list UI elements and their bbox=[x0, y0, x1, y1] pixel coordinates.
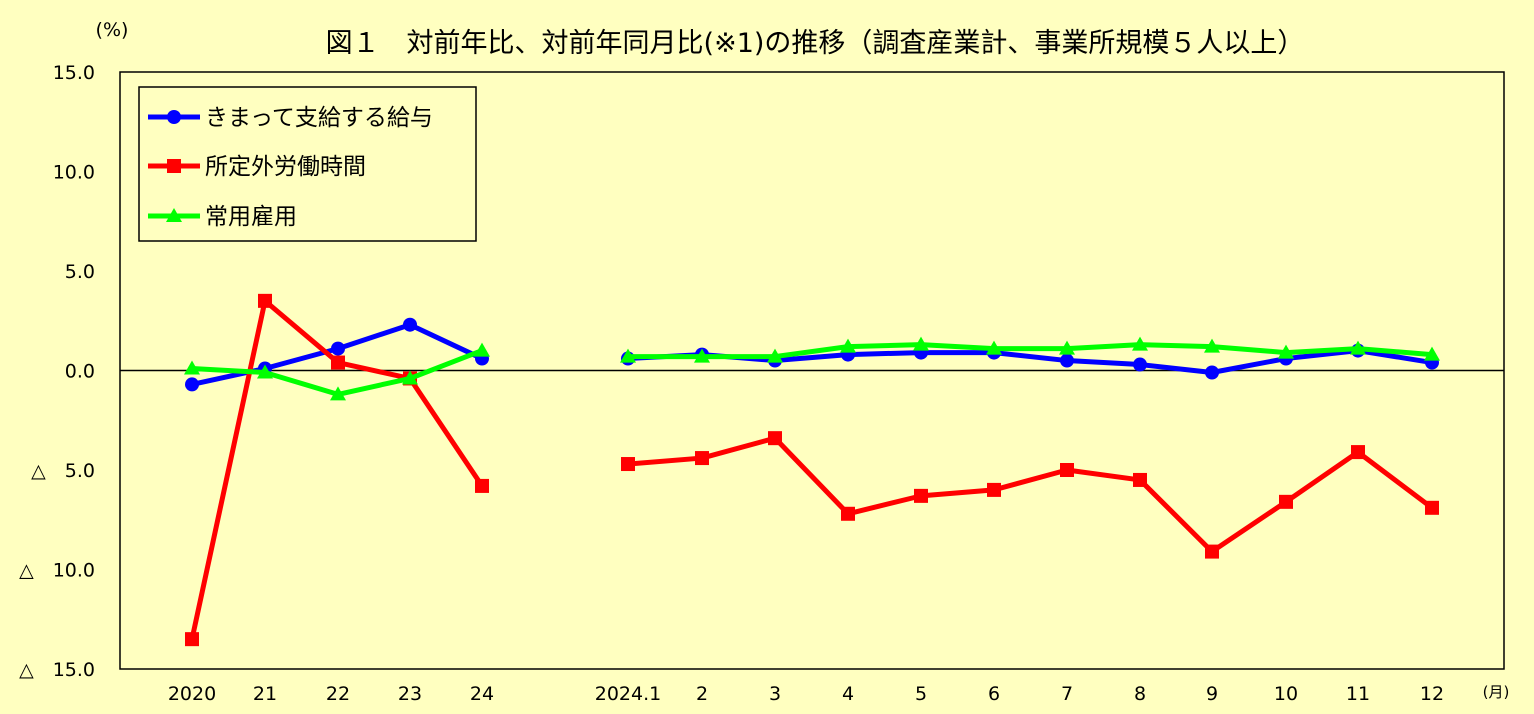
data-point bbox=[767, 348, 783, 363]
data-point bbox=[1205, 544, 1219, 559]
data-point bbox=[1133, 357, 1147, 372]
legend-label-joyo: 常用雇用 bbox=[205, 204, 297, 230]
x-tick-label: 8 bbox=[1134, 683, 1146, 705]
data-point bbox=[986, 340, 1002, 355]
x-tick-label: 11 bbox=[1346, 683, 1370, 705]
legend-label-kimatte: きまって支給する給与 bbox=[205, 105, 433, 131]
data-point bbox=[258, 293, 272, 308]
x-tick-label: 2020 bbox=[168, 683, 216, 705]
series-line bbox=[628, 342, 1433, 360]
y-tick-label: 5.0 bbox=[65, 261, 95, 283]
data-point bbox=[185, 377, 199, 392]
data-point bbox=[474, 342, 490, 357]
data-point bbox=[987, 482, 1001, 497]
data-point bbox=[1351, 445, 1365, 460]
data-point bbox=[694, 348, 710, 363]
data-point bbox=[185, 632, 199, 647]
x-axis-unit: (月) bbox=[1483, 683, 1510, 701]
x-tick-label: 10 bbox=[1274, 683, 1298, 705]
y-axis-unit: (%) bbox=[96, 19, 129, 41]
legend-label-shoteigai: 所定外労働時間 bbox=[205, 154, 366, 180]
y-tick-label: △ 5.0 bbox=[31, 460, 95, 482]
x-tick-label: 5 bbox=[915, 683, 927, 705]
data-point bbox=[1060, 353, 1074, 368]
x-tick-label: 4 bbox=[842, 683, 854, 705]
x-tick-label: 24 bbox=[470, 683, 494, 705]
y-tick-label: 0.0 bbox=[65, 361, 95, 383]
x-tick-label: 2 bbox=[696, 683, 708, 705]
x-tick-label: 12 bbox=[1420, 683, 1444, 705]
data-point bbox=[184, 360, 200, 375]
y-tick-label: △ 15.0 bbox=[19, 659, 95, 681]
legend: きまって支給する給与 所定外労働時間 常用雇用 bbox=[138, 86, 477, 242]
x-tick-label: 21 bbox=[253, 683, 277, 705]
y-tick-labels: 15.0 10.0 5.0 0.0 △ 5.0 △ 10.0 △ 15.0 bbox=[19, 62, 95, 681]
data-point bbox=[331, 355, 345, 370]
data-point bbox=[475, 478, 489, 493]
data-point bbox=[1204, 338, 1220, 353]
x-tick-label: 22 bbox=[326, 683, 350, 705]
data-point bbox=[1133, 472, 1147, 487]
x-tick-label: 9 bbox=[1206, 683, 1218, 705]
data-point bbox=[621, 457, 635, 472]
series-2 bbox=[184, 336, 1440, 401]
y-tick-label: 10.0 bbox=[53, 162, 95, 184]
data-point bbox=[1205, 365, 1219, 380]
data-point bbox=[1424, 346, 1440, 361]
data-point bbox=[1059, 340, 1075, 355]
data-point bbox=[257, 364, 273, 379]
legend-marker-shoteigai bbox=[167, 159, 181, 173]
data-point bbox=[695, 451, 709, 466]
data-point bbox=[840, 338, 856, 353]
legend-marker-kimatte bbox=[167, 110, 181, 124]
x-tick-labels: 2020 21 22 23 24 2024.1 2 3 4 5 6 7 8 9 10 11 12 bbox=[168, 683, 1444, 705]
data-point bbox=[330, 386, 346, 401]
data-point bbox=[1278, 344, 1294, 359]
series-line bbox=[627, 348, 1433, 375]
data-point bbox=[1425, 500, 1439, 515]
y-tick-label: △ 10.0 bbox=[19, 560, 95, 582]
x-tick-label: 23 bbox=[398, 683, 422, 705]
series-0 bbox=[185, 317, 1439, 392]
data-point bbox=[1279, 494, 1293, 509]
data-point bbox=[1350, 340, 1366, 355]
data-point bbox=[403, 317, 417, 332]
data-point bbox=[768, 431, 782, 446]
data-point bbox=[841, 506, 855, 521]
series-1 bbox=[185, 293, 1439, 647]
legend-marker-joyo bbox=[166, 208, 182, 222]
data-point bbox=[331, 341, 345, 356]
data-point bbox=[1132, 336, 1148, 351]
data-point bbox=[914, 488, 928, 503]
series-line bbox=[627, 435, 1434, 555]
x-tick-label: 7 bbox=[1061, 683, 1073, 705]
series-layer bbox=[184, 293, 1440, 647]
data-point bbox=[1060, 463, 1074, 477]
x-tick-label: 6 bbox=[988, 683, 1000, 705]
data-point bbox=[913, 336, 929, 351]
x-tick-label: 3 bbox=[769, 683, 781, 705]
chart-title: 図１ 対前年比、対前年同月比(※1)の推移（調査産業計、事業所規模５人以上） bbox=[326, 28, 1305, 59]
data-point bbox=[402, 370, 418, 385]
y-tick-label: 15.0 bbox=[53, 62, 95, 84]
x-tick-label: 2024.1 bbox=[595, 683, 661, 705]
data-point bbox=[620, 348, 636, 363]
